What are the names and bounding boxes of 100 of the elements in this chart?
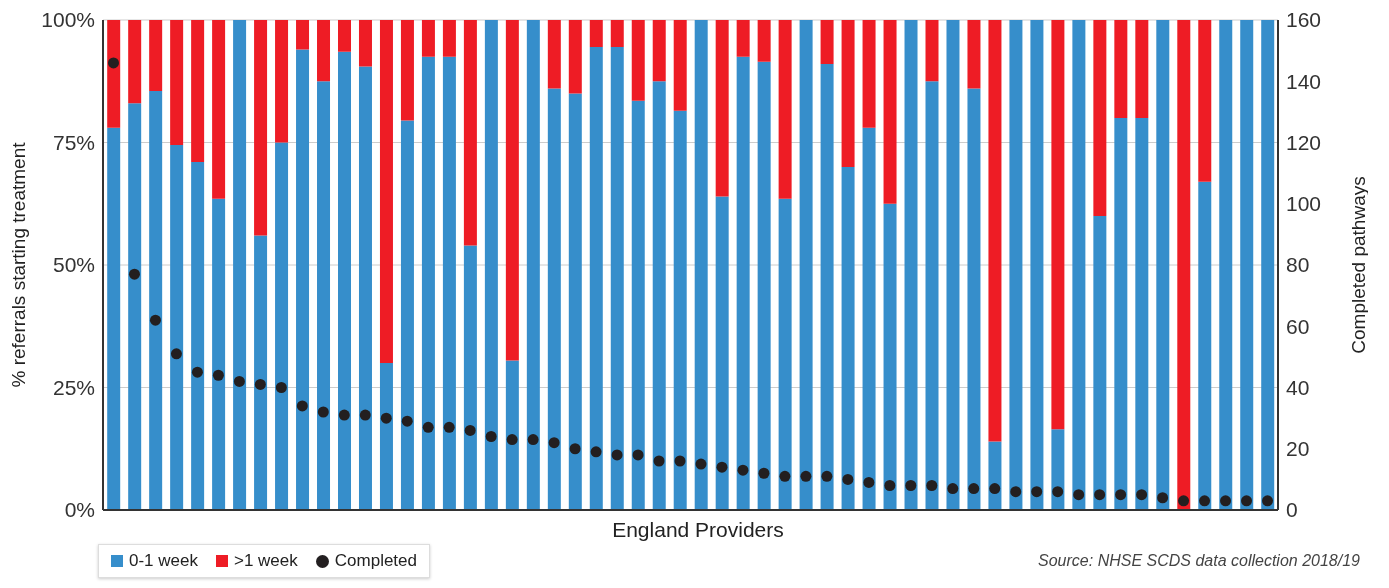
bar [1177, 20, 1191, 510]
bar [107, 127, 121, 510]
bar [275, 142, 289, 510]
bar [170, 144, 184, 510]
bar [778, 20, 792, 199]
y-tick-label: 50% [52, 253, 95, 277]
bar [946, 20, 960, 510]
bar [1261, 20, 1275, 510]
y2-tick-label: 20 [1286, 437, 1310, 461]
point [1199, 495, 1211, 507]
legend-label: >1 week [233, 551, 298, 571]
point [506, 434, 518, 446]
legend-label: Completed [334, 551, 417, 571]
bar [610, 20, 624, 47]
bar [925, 81, 939, 510]
point [1115, 489, 1127, 501]
bar [505, 20, 519, 361]
bar [883, 203, 897, 510]
bar [1135, 118, 1149, 510]
bar [1072, 20, 1086, 510]
y2-tick-label: 140 [1286, 69, 1322, 93]
point [674, 455, 686, 467]
bar [505, 360, 519, 510]
bar [275, 20, 289, 143]
bar [841, 20, 855, 167]
bar [652, 20, 666, 82]
bar [652, 81, 666, 510]
bar [841, 167, 855, 510]
bar [338, 51, 351, 510]
point [464, 424, 476, 436]
bar [170, 20, 184, 145]
legend-label: 0-1 week [129, 551, 198, 571]
y2-tick-label: 120 [1286, 130, 1322, 154]
point [485, 431, 497, 442]
point [317, 406, 329, 418]
y-tick-label: 0% [64, 498, 95, 522]
point [863, 476, 875, 488]
bar [1030, 20, 1044, 510]
bar [149, 20, 163, 92]
point [653, 455, 665, 467]
y-tick-label: 25% [52, 375, 95, 399]
bar [442, 20, 456, 57]
bar [149, 91, 163, 510]
y2-tick-label: 40 [1286, 375, 1310, 399]
bar [317, 81, 331, 510]
bar [862, 20, 876, 128]
bar [400, 120, 414, 510]
point [296, 400, 308, 412]
bar [820, 20, 834, 65]
bar [547, 20, 561, 89]
bar [212, 198, 226, 510]
point [737, 464, 749, 476]
bar [1093, 20, 1107, 216]
point [149, 314, 161, 326]
point [590, 446, 602, 458]
bar [191, 20, 205, 163]
bar [736, 56, 750, 510]
bar [589, 46, 603, 510]
bar [988, 20, 1002, 442]
bar [589, 20, 603, 47]
point [1178, 495, 1190, 507]
bar [1114, 118, 1128, 510]
bar [1114, 20, 1128, 118]
bar [1051, 429, 1065, 510]
bar [631, 100, 645, 510]
y2-tick-label: 80 [1286, 253, 1310, 277]
y-tick-label: 100% [41, 8, 95, 32]
bar [421, 56, 435, 510]
point [779, 470, 791, 482]
bar [1009, 20, 1023, 510]
bar [1240, 20, 1254, 510]
point [716, 461, 728, 473]
point [170, 348, 182, 360]
point [191, 366, 203, 378]
point [380, 412, 392, 424]
bar [883, 20, 897, 204]
point [947, 483, 959, 495]
point [1262, 495, 1274, 507]
y-tick-label: 75% [52, 130, 95, 154]
bar [233, 20, 247, 510]
point [1010, 486, 1022, 498]
bar [778, 198, 792, 510]
point [842, 473, 854, 485]
point [1073, 489, 1085, 501]
bar [128, 20, 142, 104]
point [233, 375, 245, 387]
bar [736, 20, 750, 57]
bar [191, 162, 205, 510]
point [401, 415, 413, 427]
point [884, 480, 896, 491]
bar [694, 20, 708, 510]
bar [568, 20, 582, 94]
point [632, 449, 644, 461]
point [800, 470, 812, 482]
point [968, 483, 980, 495]
bar [820, 64, 834, 510]
bar [1093, 216, 1107, 510]
point [1241, 495, 1253, 507]
point [1094, 489, 1106, 501]
point [254, 378, 266, 390]
